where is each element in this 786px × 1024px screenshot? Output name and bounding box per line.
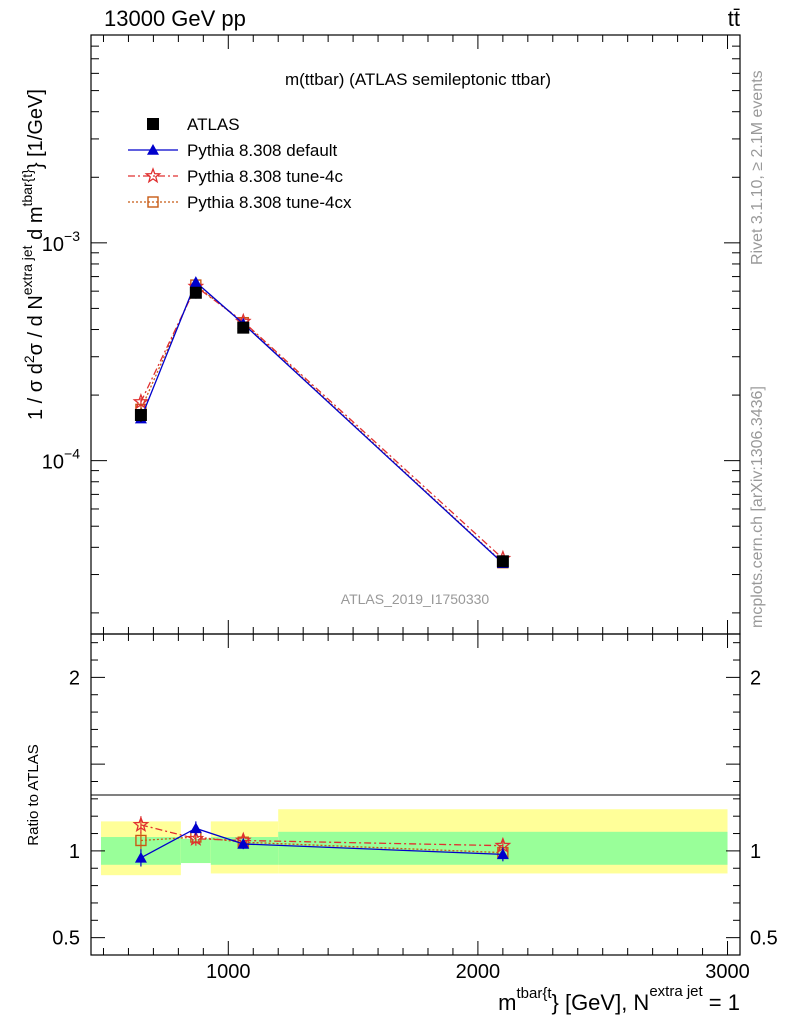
legend-marker	[147, 118, 159, 130]
ratio-data-point	[135, 834, 147, 847]
process-label: tt̄	[728, 6, 740, 31]
ratio-y-tick-label-right: 1	[750, 841, 761, 863]
analysis-label: ATLAS_2019_I1750330	[341, 591, 490, 607]
legend-marker	[147, 144, 159, 155]
ratio-data-point	[237, 837, 250, 849]
source-label: mcplots.cern.ch [arXiv:1306.3436]	[749, 386, 766, 628]
main-axis-ticks: 10−3 10−4	[42, 35, 740, 634]
x-axis-label: mtbar{t} [GeV], Nextra jet = 1	[498, 983, 740, 1015]
x-tick-label: 3000	[705, 961, 750, 983]
ratio-y-tick-label-right: 0.5	[750, 928, 778, 950]
legend-entry: Pythia 8.308 tune-4c	[128, 167, 343, 186]
main-series-group	[135, 279, 509, 569]
main-data-point	[134, 409, 147, 422]
ratio-y-tick-label: 2	[69, 667, 80, 689]
ratio-y-tick-label: 0.5	[52, 928, 80, 950]
ratio-series	[132, 816, 512, 867]
main-data-point	[189, 286, 202, 299]
legend-entry: Pythia 8.308 default	[128, 141, 338, 160]
main-y-tick-label: 10−3	[42, 228, 80, 256]
energy-label: 13000 GeV pp	[104, 6, 246, 31]
rivet-label: Rivet 3.1.10, ≥ 2.1M events	[749, 70, 766, 265]
main-series-group	[134, 286, 509, 568]
ratio-series-line	[140, 824, 503, 847]
ratio-y-tick-label-right: 2	[750, 667, 761, 689]
legend-marker	[144, 167, 162, 184]
ratio-y-axis-label: Ratio to ATLAS	[25, 744, 42, 845]
legend-label: ATLAS	[187, 115, 240, 134]
legend-marker	[147, 196, 159, 208]
legend-label: Pythia 8.308 default	[187, 141, 338, 160]
legend-entry: ATLAS	[147, 115, 240, 134]
main-y-tick-label: 10−4	[42, 446, 80, 474]
main-data-point	[496, 555, 509, 568]
ratio-data-point	[132, 816, 150, 832]
main-series-line	[140, 281, 504, 564]
legend-entry: Pythia 8.308 tune-4cx	[128, 193, 352, 212]
x-tick-label: 1000	[206, 961, 251, 983]
main-series-line	[140, 284, 504, 564]
ratio-data-point	[189, 822, 202, 834]
ratio-y-tick-label: 1	[69, 841, 80, 863]
ratio-series-group	[134, 821, 509, 867]
legend: ATLAS Pythia 8.308 default Pythia 8.308 tu…	[128, 115, 352, 212]
main-data-point	[189, 276, 202, 287]
ratio-data-point	[496, 848, 509, 860]
main-y-axis-label: 1 / σ d2σ / d Nextra jet d mtbar{t}} [1/…	[19, 89, 47, 420]
main-series	[132, 276, 512, 569]
ratio-series-line	[140, 827, 503, 859]
main-series-group	[132, 277, 512, 566]
ratio-series-line	[140, 836, 503, 854]
main-data-point	[237, 321, 250, 334]
legend-label: Pythia 8.308 tune-4c	[187, 167, 343, 186]
main-panel: 10−3 10−4 m(ttbar) (ATLAS semileptonic tt…	[19, 34, 741, 635]
main-series-line	[140, 285, 504, 560]
ratio-data-point	[134, 851, 147, 863]
main-data-point	[132, 393, 150, 410]
main-series-group	[134, 276, 509, 569]
ratio-frame	[90, 633, 741, 956]
ratio-data-point	[187, 829, 205, 846]
x-tick-label: 2000	[456, 961, 501, 983]
chart-title: m(ttbar) (ATLAS semileptonic ttbar)	[285, 70, 551, 89]
legend-label: Pythia 8.308 tune-4cx	[187, 193, 352, 212]
